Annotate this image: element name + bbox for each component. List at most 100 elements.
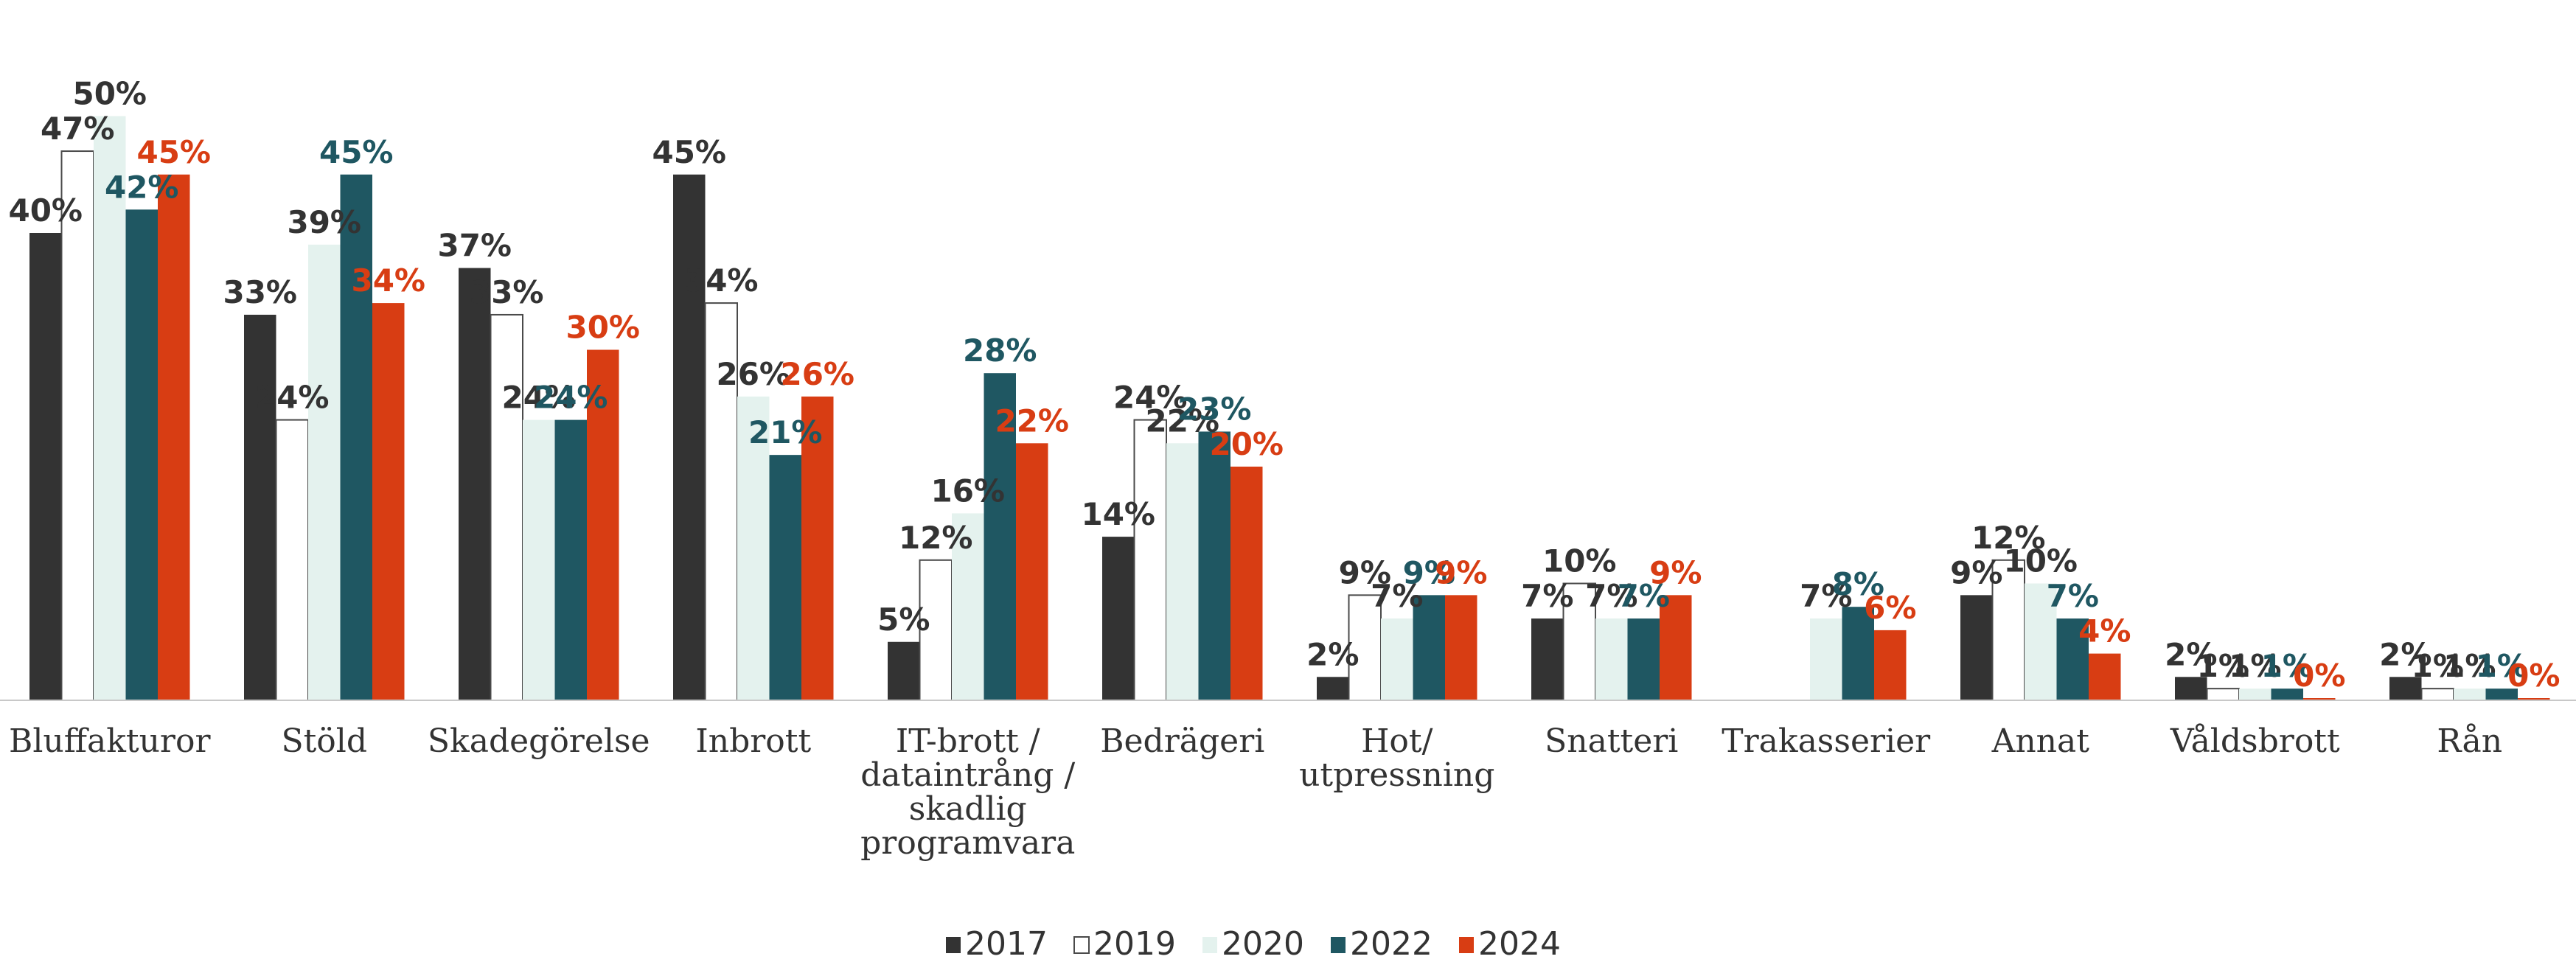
bar-2024-3 [801,396,834,700]
bar-2017-5 [1102,537,1135,700]
data-label-2024-11: 0% [2507,658,2560,694]
bar-2017-7 [1531,618,1564,700]
bar-2017-9 [1960,595,1993,700]
data-label-2019-2: 33% [470,274,544,310]
legend-swatch-2022 [1331,937,1346,953]
data-label-2017-3: 45% [652,134,726,170]
bar-2020-2 [523,419,555,700]
bar-2020-6 [1381,618,1413,700]
data-label-2017-10: 2% [2165,636,2217,672]
data-label-2019-10: 1% [2197,648,2249,684]
legend-label-2022: 2022 [1350,925,1433,963]
data-label-2022-1: 45% [319,134,394,170]
data-label-2017-11: 2% [2379,636,2431,672]
data-label-2020-0: 50% [72,76,147,112]
bar-2024-5 [1230,467,1263,700]
data-label-2020-10: 1% [2229,648,2281,684]
bar-2019-9 [1991,559,2025,701]
data-label-2022-5: 23% [1177,391,1252,427]
data-label-2024-2: 30% [565,310,640,346]
data-label-2024-8: 6% [1864,590,1916,626]
data-label-2022-11: 1% [2476,648,2528,684]
bar-2020-7 [1595,618,1628,700]
data-label-2022-4: 28% [963,332,1037,369]
category-label-4: IT-brott / dataintrång / skadlig programvar… [860,722,1075,862]
bar-2020-8 [1810,618,1842,700]
bar-2022-9 [2056,618,2089,700]
category-labels-layer: Bluffakturor Stöld Skadegörelse Inbrott IT-b… [9,722,2502,862]
data-label-2020-7: 7% [1585,578,1637,614]
category-label-6: Hot/utpressning [1299,722,1494,794]
bar-2020-0 [94,116,126,700]
data-label-2019-9: 12% [1971,520,2046,556]
category-label-0: Bluffakturor [9,722,211,760]
legend-label-2020: 2020 [1222,925,1304,963]
legend-swatch-2020 [1202,937,1217,953]
data-label-2019-5: 24% [1113,380,1188,416]
data-label-2017-5: 14% [1081,496,1155,532]
category-label-7: Snatteri [1545,722,1678,760]
bar-2017-1 [244,314,276,700]
legend-label-2024: 2024 [1478,925,1561,963]
data-label-2019-7: 10% [1542,543,1617,579]
bar-2020-11 [2454,689,2486,700]
data-label-2024-1: 34% [351,262,425,299]
category-label-9: Annat [1991,722,2090,760]
bars-layer [29,116,2550,702]
bar-2024-1 [372,303,405,701]
bar-2022-11 [2485,689,2518,700]
category-label-1: Stöld [281,722,367,760]
bar-2019-5 [1133,419,1167,701]
data-label-2024-9: 4% [2078,613,2131,649]
value-labels-layer: 40%33%37%45%5%14%2%7%9%2% 2%47%24%33% 34%1… [8,76,2560,694]
data-label-2019-4: 12% [899,520,973,556]
category-label-2: Skadegörelse [428,722,650,760]
data-label-2020-9: 10% [2003,543,2078,579]
bar-2019-10 [2206,688,2240,702]
data-label-2017-1: 33% [223,274,297,310]
bar-2022-5 [1198,431,1230,700]
bar-2019-11 [2420,688,2454,702]
category-label-8: Trakasserier [1722,722,1931,760]
legend-swatch-2017 [946,937,961,953]
bar-2022-4 [984,373,1016,700]
bar-2024-0 [158,174,190,700]
data-label-2019-11: 1% [2412,648,2464,684]
data-label-2019-1: 24% [255,380,330,416]
data-label-2022-9: 7% [2047,578,2099,614]
bar-2022-3 [769,455,801,700]
data-label-2019-6: 9% [1339,554,1391,590]
bar-2020-4 [952,513,984,700]
data-label-2017-0: 40% [8,192,83,229]
bar-2017-10 [2175,677,2207,700]
data-label-2022-6: 9% [1403,554,1455,590]
data-label-2024-6: 9% [1435,554,1487,590]
bar-2024-4 [1016,443,1048,700]
bar-2024-6 [1445,595,1477,700]
data-label-2020-5: 22% [1145,402,1219,439]
data-label-2024-0: 45% [136,134,211,170]
bar-2019-2 [490,313,523,701]
bar-2022-6 [1413,595,1445,700]
data-label-2024-3: 26% [780,356,854,392]
data-label-2020-6: 7% [1371,578,1423,614]
data-label-2017-9: 9% [1950,554,2002,590]
data-label-2020-4: 16% [930,473,1005,509]
data-label-2022-10: 1% [2261,648,2314,684]
bar-2017-3 [673,174,706,700]
data-label-2017-6: 2% [1306,636,1359,672]
data-label-2020-1: 39% [287,204,361,240]
bar-2022-0 [125,209,158,700]
bar-2017-2 [459,268,491,700]
data-label-2019-3: 34% [684,262,759,299]
bar-2020-9 [2025,583,2057,700]
legend-swatch-2024 [1459,937,1474,953]
bar-2020-3 [737,396,770,700]
bar-2024-9 [2089,653,2121,700]
data-label-2022-8: 8% [1832,566,1884,602]
bar-2017-11 [2389,677,2422,700]
bar-2020-10 [2239,689,2272,700]
data-label-2020-11: 1% [2443,648,2496,684]
